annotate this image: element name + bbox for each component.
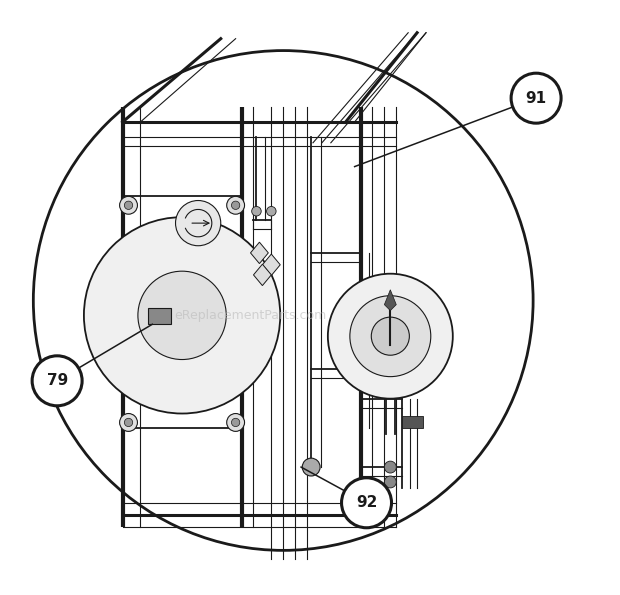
Circle shape <box>328 274 453 399</box>
Text: eReplacementParts.com: eReplacementParts.com <box>174 309 327 322</box>
Circle shape <box>125 418 133 427</box>
Text: 92: 92 <box>356 495 377 511</box>
Circle shape <box>227 414 244 431</box>
Polygon shape <box>250 242 268 264</box>
Circle shape <box>227 196 244 214</box>
Circle shape <box>303 458 320 476</box>
Circle shape <box>175 201 221 246</box>
Polygon shape <box>254 264 272 286</box>
Circle shape <box>342 478 391 528</box>
Circle shape <box>84 217 280 414</box>
Circle shape <box>384 476 396 488</box>
Circle shape <box>33 51 533 550</box>
Circle shape <box>125 201 133 209</box>
Circle shape <box>252 206 261 216</box>
Circle shape <box>371 317 409 355</box>
Circle shape <box>231 201 240 209</box>
Circle shape <box>120 196 138 214</box>
Circle shape <box>267 206 276 216</box>
Circle shape <box>384 461 396 473</box>
Text: 79: 79 <box>46 373 68 389</box>
Polygon shape <box>384 290 396 311</box>
Circle shape <box>120 414 138 431</box>
Text: 91: 91 <box>526 90 547 106</box>
Circle shape <box>138 271 226 359</box>
Bar <box>148 308 171 324</box>
Circle shape <box>231 418 240 427</box>
Polygon shape <box>262 254 280 275</box>
Bar <box>402 416 423 428</box>
Circle shape <box>511 73 561 123</box>
Circle shape <box>350 296 431 377</box>
Circle shape <box>32 356 82 406</box>
